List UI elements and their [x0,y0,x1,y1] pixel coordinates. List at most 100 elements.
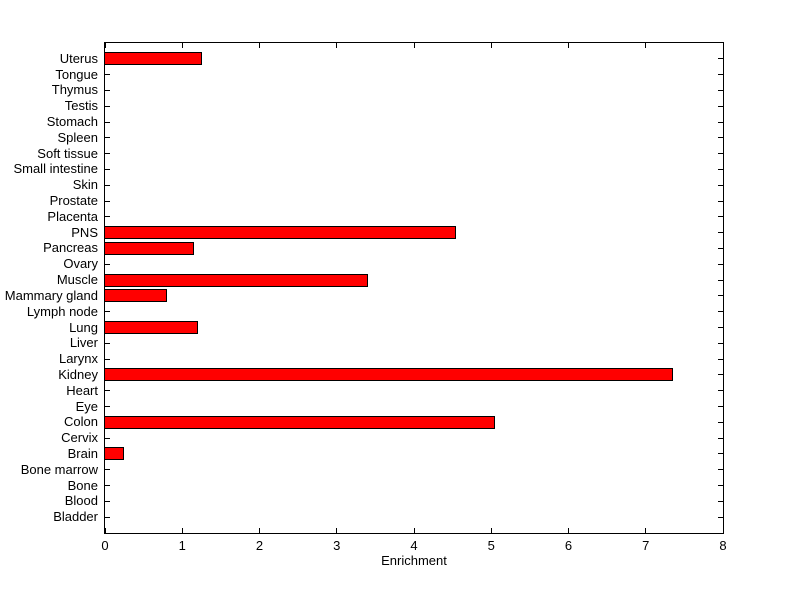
x-tick [490,43,492,48]
x-tick [104,528,106,533]
y-axis-label: Muscle [56,272,98,288]
y-axis-label: Small intestine [13,161,98,177]
x-tick [568,528,569,533]
x-tick [645,528,647,533]
plot-area [104,42,724,534]
x-tick [259,528,260,533]
x-tick-label: 3 [333,538,341,553]
y-axis-label: Ovary [63,256,98,272]
y-tick [718,500,723,502]
y-axis-label: Colon [64,414,98,430]
y-tick [105,89,110,91]
y-axis-label: Bone marrow [20,461,98,477]
x-tick-label: 2 [255,538,264,553]
x-tick-label: 4 [410,538,418,553]
y-tick [718,105,723,107]
y-tick [718,421,723,423]
x-tick [181,43,183,48]
y-tick [718,153,723,155]
y-axis-label: Stomach [46,114,98,130]
y-tick [105,516,110,518]
y-tick [105,311,110,313]
y-tick [105,263,110,265]
y-tick [105,342,110,344]
y-axis-label: Testis [64,98,98,114]
y-tick [105,390,110,392]
y-tick [718,232,723,234]
y-axis-label: Brain [67,445,98,461]
y-tick [718,184,723,186]
y-tick [718,200,723,202]
bar-mammary-gland [105,289,167,303]
y-tick [718,390,723,392]
y-axis-label: Uterus [59,50,98,66]
y-tick [718,485,723,487]
x-tick-label: 7 [642,538,650,553]
x-tick [336,528,338,533]
bar-muscle [105,273,368,287]
x-tick [722,43,724,48]
y-axis-label: Cervix [61,430,98,446]
x-tick-label: 6 [564,538,573,553]
y-tick [718,295,723,297]
x-tick [259,43,260,48]
y-axis-label: Bladder [53,509,98,525]
y-tick [718,437,723,439]
x-tick-label: 8 [719,538,727,553]
x-tick [645,43,647,48]
y-axis-label: Eye [75,398,98,414]
y-axis-label: Pancreas [43,240,98,256]
bar-brain [105,447,125,461]
x-tick [490,528,492,533]
y-axis-label: Mammary gland [4,287,98,303]
y-tick [718,406,723,408]
y-tick [718,453,723,455]
bar-kidney [105,368,673,382]
y-tick [718,247,723,249]
y-tick [718,358,723,360]
x-tick-label: 0 [101,538,109,553]
y-tick [718,168,723,170]
y-tick [105,358,110,360]
y-tick [718,216,723,218]
y-tick [105,500,110,502]
y-tick [718,374,723,376]
bar-pancreas [105,241,194,255]
y-axis-label: Spleen [57,129,98,145]
y-axis-label: Tongue [55,66,98,82]
x-tick [104,43,106,48]
y-axis-label: Soft tissue [37,145,98,161]
y-tick [718,279,723,281]
x-tick [413,528,415,533]
y-tick [105,485,110,487]
y-tick [718,89,723,91]
y-axis-label: Liver [69,335,98,351]
y-tick [105,469,110,471]
y-axis-label: Bone [67,477,98,493]
y-axis-label: Kidney [58,366,98,382]
y-tick [718,311,723,313]
y-tick [105,216,110,218]
y-tick [105,168,110,170]
y-tick [105,153,110,155]
x-tick-label: 1 [178,538,186,553]
y-tick [718,121,723,123]
y-axis-label: PNS [71,224,98,240]
y-tick [105,121,110,123]
y-tick [718,74,723,76]
y-axis-label: Lung [69,319,98,335]
y-axis-label: Prostate [49,193,98,209]
y-axis-label: Skin [72,177,98,193]
y-tick [105,406,110,408]
y-tick [718,342,723,344]
x-tick [413,43,415,48]
x-axis-title: Enrichment [381,553,447,568]
bar-pns [105,226,457,240]
y-tick [718,469,723,471]
x-tick [568,43,569,48]
y-axis-label: Lymph node [26,303,98,319]
y-axis-label: Larynx [58,351,98,367]
y-tick [718,58,723,60]
y-tick [105,184,110,186]
y-tick [105,74,110,76]
